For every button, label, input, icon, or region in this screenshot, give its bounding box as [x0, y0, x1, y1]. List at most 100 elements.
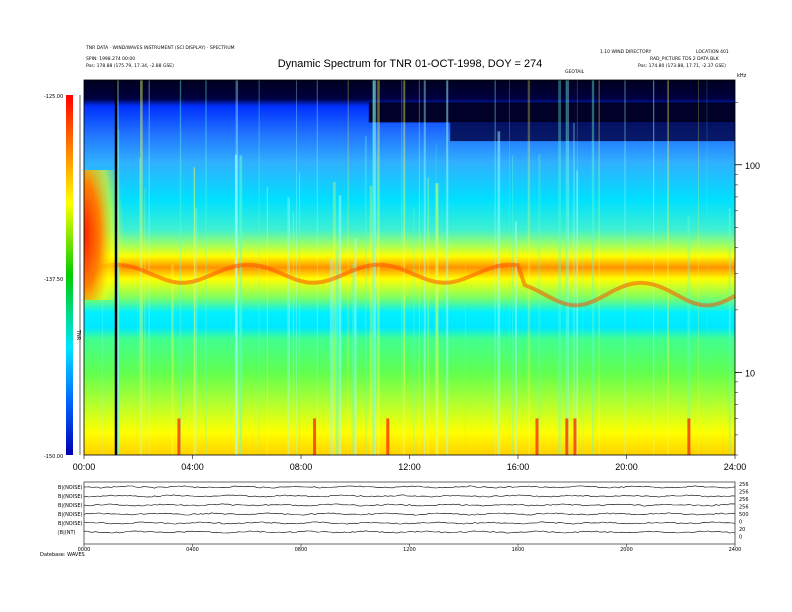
- strip-right-label: 0: [739, 535, 742, 541]
- x-tick-label: 16:00: [507, 462, 530, 472]
- y-tick-label: 100: [745, 161, 760, 171]
- strip-x-tick-label: 2000: [620, 547, 633, 553]
- header-right-line2: RAD_PICTURE TDS 2 DATA BLK: [650, 57, 719, 62]
- strip-right-label: 20: [739, 527, 745, 533]
- strip-trace: [83, 503, 736, 507]
- burst-line: [373, 80, 377, 455]
- burst-line: [193, 167, 195, 455]
- colorbar-label-top: -125.00: [44, 94, 63, 100]
- header-left-line1: TNR DATA · WIND/WAVES INSTRUMENT (SCI DI…: [86, 46, 235, 51]
- colorbar-label-mid: -137.50: [44, 277, 63, 283]
- burst-hotspot: [565, 418, 569, 455]
- x-tick-label: 08:00: [290, 462, 313, 472]
- strip-series-label: B|(NOISE): [58, 494, 83, 500]
- burst-line: [329, 258, 333, 455]
- strip-footer: Datebase: WAVES: [40, 552, 85, 558]
- strip-x-tick-label: 0000: [78, 547, 91, 553]
- burst-line: [287, 197, 291, 455]
- strip-right-label: 256: [739, 490, 749, 496]
- burst-hotspot: [386, 418, 390, 455]
- strip-right-label: 256: [739, 497, 749, 503]
- burst-line: [572, 122, 575, 456]
- burst-line: [624, 80, 626, 455]
- strip-x-tick-label: 0400: [186, 547, 199, 553]
- burst-line: [179, 80, 182, 455]
- burst-line: [418, 80, 420, 455]
- x-tick-label: 00:00: [73, 462, 96, 472]
- colorbar-label-bottom: -150.00: [44, 454, 63, 460]
- header-right-line3: Pos: 174.80 (173.88, 17.71, -2.37 GSE): [638, 64, 726, 69]
- strip-x-tick-label: 1600: [512, 547, 525, 553]
- burst-line: [369, 185, 373, 456]
- burst-line: [295, 80, 297, 455]
- burst-line: [377, 80, 380, 455]
- burst-line: [194, 208, 198, 455]
- burst-line: [316, 80, 318, 455]
- burst-line: [364, 136, 367, 455]
- strip-right-label: 256: [739, 505, 749, 511]
- burst-line: [332, 181, 336, 456]
- hotspot-left: [84, 170, 124, 300]
- burst-line: [667, 80, 669, 455]
- burst-line: [514, 221, 517, 455]
- header-center-tag: GEOTAIL: [565, 70, 585, 75]
- burst-line: [403, 80, 406, 455]
- x-tick-label: 20:00: [615, 462, 638, 472]
- burst-line: [728, 208, 731, 455]
- burst-line: [299, 172, 301, 455]
- burst-hotspot: [313, 418, 317, 455]
- burst-line: [335, 250, 339, 455]
- burst-line: [354, 238, 357, 455]
- burst-line: [338, 195, 342, 456]
- burst-hotspot: [535, 418, 539, 455]
- header-right-line1: 1.10 WIND DIRECTORY: [600, 50, 652, 55]
- burst-line: [576, 80, 578, 455]
- burst-line: [687, 216, 691, 455]
- burst-line: [352, 263, 355, 455]
- y-tick-label: 10: [745, 368, 755, 378]
- burst-line: [205, 80, 207, 455]
- burst-line: [435, 143, 437, 455]
- burst-line: [137, 244, 138, 455]
- burst-line: [558, 80, 561, 455]
- burst-hotspot: [177, 418, 181, 455]
- strip-series-label: |B|(NT): [58, 530, 76, 536]
- y-axis: 100 10 kHz: [735, 73, 760, 456]
- strip-panel-frame: [83, 481, 736, 545]
- burst-line: [427, 177, 430, 455]
- burst-line: [497, 131, 501, 456]
- burst-line: [527, 80, 531, 455]
- header-right-line1b: LOCATION 401: [696, 50, 729, 55]
- burst-line: [171, 264, 174, 455]
- burst-line: [234, 154, 238, 455]
- parameter-strips: B|(NOISE) B|(NOISE) B|(NOISE) B|(NOISE) B|(N…: [58, 482, 749, 553]
- burst-line: [435, 183, 439, 455]
- chart-title: Dynamic Spectrum for TNR 01-OCT-1998, DO…: [277, 58, 543, 70]
- colorbar: [66, 95, 73, 455]
- strip-trace: [83, 521, 736, 525]
- burst-line: [347, 80, 349, 455]
- y-unit-label: kHz: [737, 73, 747, 79]
- burst-line: [465, 264, 467, 455]
- header-left-line3: Pos: 178.88 (175.79, 17.34, -2.88 GSE): [86, 64, 174, 69]
- spectrogram-background: [84, 80, 735, 455]
- strip-x-tick-label: 2400: [729, 547, 742, 553]
- strip-trace: [83, 530, 736, 534]
- x-axis: 00:00 04:00 08:00 12:00 16:00 20:00 24:00: [73, 455, 746, 472]
- burst-line: [567, 80, 569, 455]
- burst-line: [148, 80, 150, 455]
- burst-line: [372, 80, 375, 455]
- burst-line: [565, 80, 568, 455]
- burst-line: [423, 80, 426, 455]
- strip-series-label: B|(NOISE): [58, 512, 83, 518]
- burst-line: [140, 80, 143, 455]
- strip-trace: [83, 485, 736, 489]
- burst-hotspot: [687, 418, 691, 455]
- burst-line: [538, 154, 541, 455]
- dark-band: [450, 122, 735, 142]
- strip-right-label: 500: [739, 512, 749, 518]
- burst-line: [446, 80, 449, 455]
- burst-line: [413, 208, 415, 455]
- burst-line: [697, 80, 699, 455]
